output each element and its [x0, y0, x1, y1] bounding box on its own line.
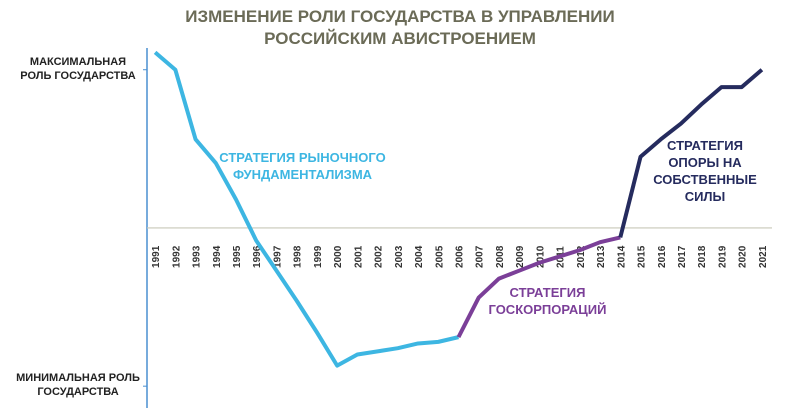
x-tick-label: 2003 [394, 245, 405, 268]
x-tick-label: 2009 [515, 245, 526, 268]
x-tick-label: 1997 [272, 245, 283, 268]
x-tick-label: 2006 [455, 245, 466, 268]
line [153, 50, 459, 368]
x-tick-label: 2020 [738, 245, 749, 268]
x-tick-label: 2001 [353, 245, 364, 268]
x-tick-label: 2010 [535, 245, 546, 268]
x-tick-label: 1996 [252, 245, 263, 268]
x-tick-label: 2015 [637, 245, 648, 268]
x-tick-label: 2000 [333, 245, 344, 268]
x-tick-label: 2014 [616, 245, 627, 268]
x-tick-label: 2005 [434, 245, 445, 268]
x-tick-label: 1992 [171, 245, 182, 268]
x-tick-label: 1994 [212, 245, 223, 268]
chart-title: ИЗМЕНЕНИЕ РОЛИ ГОСУДАРСТВА В УПРАВЛЕНИИ … [185, 7, 615, 49]
x-tick-label: 2019 [717, 245, 728, 268]
line [456, 235, 621, 339]
x-tick-label: 1995 [232, 245, 243, 268]
x-tick-label: 2004 [414, 245, 425, 268]
x-tick-label: 2008 [495, 245, 506, 268]
x-tick-label: 1999 [313, 245, 324, 268]
x-tick-label: 1991 [151, 245, 162, 268]
y-tick-label: МАКСИМАЛЬНАЯ РОЛЬ ГОСУДАРСТВА [20, 55, 136, 83]
x-tick-label: 1993 [192, 245, 203, 268]
line [618, 68, 764, 238]
x-tick-label: 2012 [576, 245, 587, 268]
series-label: СТРАТЕГИЯ ОПОРЫ НА СОБСТВЕННЫЕ СИЛЫ [653, 138, 757, 204]
x-tick-label: 2016 [657, 245, 668, 268]
x-tick-label: 2018 [697, 245, 708, 268]
x-tick-label: 2013 [596, 245, 607, 268]
x-tick-label: 2002 [374, 245, 385, 268]
x-tick-label: 1998 [293, 245, 304, 268]
x-tick-label: 2017 [677, 245, 688, 268]
y-tick-label: МИНИМАЛЬНАЯ РОЛЬ ГОСУДАРСТВА [16, 372, 140, 399]
series-label: СТРАТЕГИЯ РЫНОЧНОГО ФУНДАМЕНТАЛИЗМА [219, 150, 386, 182]
x-tick-label: 2021 [758, 245, 769, 268]
series-label: СТРАТЕГИЯ ГОСКОРПОРАЦИЙ [488, 285, 607, 317]
x-tick-label: 2007 [475, 245, 486, 268]
